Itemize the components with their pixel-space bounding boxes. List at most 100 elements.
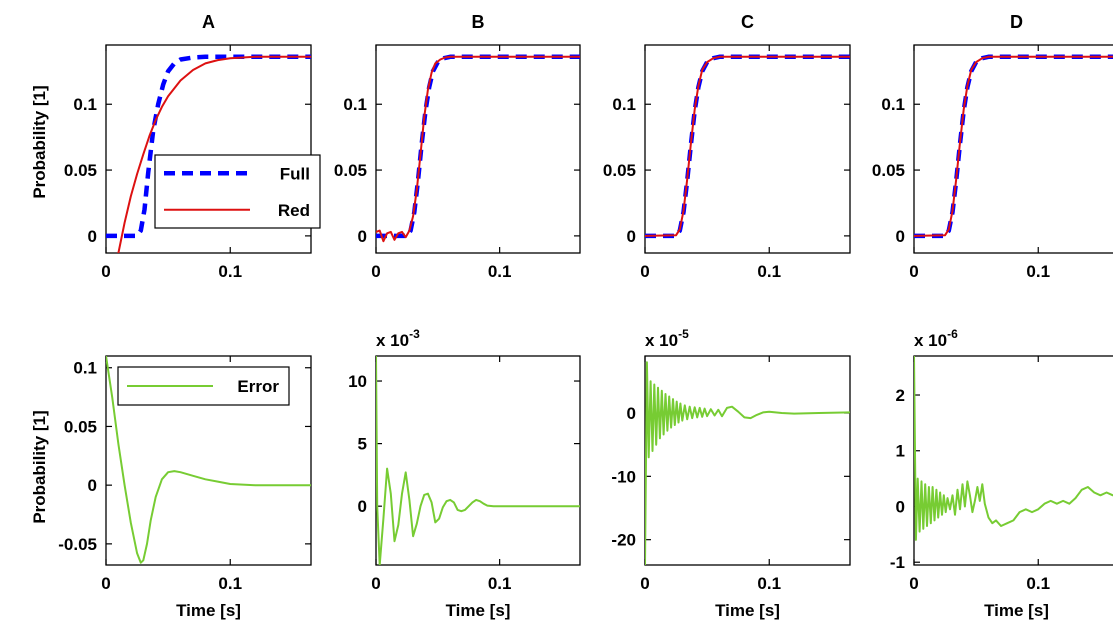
series-line-full — [914, 54, 1113, 239]
legend: Full Red — [154, 154, 321, 229]
top-ylabel: Probability [1] — [30, 85, 49, 198]
axis-multiplier: x 10-6 — [914, 327, 958, 350]
series-line-red — [117, 55, 311, 253]
y-tick-label: 0.05 — [64, 161, 97, 180]
y-tick-label: 0 — [358, 497, 367, 516]
x-tick-label: 0 — [101, 262, 110, 281]
x-axis-label: Time [s] — [715, 601, 780, 620]
y-tick-label: -1 — [890, 553, 905, 572]
x-tick-label: 0.1 — [757, 262, 781, 281]
axis-multiplier-exponent: -5 — [678, 327, 689, 341]
axes-box — [105, 44, 312, 254]
x-tick-label: 0 — [101, 574, 110, 593]
panel-A-bottom: 0 0.1 -0.05 0 0.05 0.1 Time [s] Error — [58, 355, 312, 620]
legend-label-full: Full — [280, 164, 310, 183]
y-tick-label: 0 — [88, 227, 97, 246]
plot-area — [106, 54, 311, 253]
panel-A-top: 0 0.1 0 0.05 0.1 A Full Red — [64, 12, 321, 281]
axes-box — [375, 44, 581, 254]
plot-area — [376, 356, 580, 565]
y-tick-label: 1 — [896, 442, 905, 461]
axes-box — [375, 355, 581, 566]
panel-B-top: 0 0.1 0 0.05 0.1 B — [334, 12, 581, 281]
plot-area — [914, 54, 1113, 239]
axis-multiplier: x 10-5 — [645, 327, 689, 350]
axis-multiplier-exponent: -6 — [947, 327, 958, 341]
x-tick-label: 0.1 — [1026, 262, 1050, 281]
axes-box — [644, 44, 851, 254]
series-line-full — [106, 54, 311, 239]
y-tick-label: 0.1 — [612, 95, 636, 114]
series-line-error — [106, 356, 311, 564]
axis-multiplier-base: x 10 — [645, 331, 678, 350]
series-line-full — [645, 54, 850, 239]
axes-box — [913, 44, 1113, 254]
y-tick-label: 0.05 — [872, 161, 905, 180]
legend-box — [154, 154, 321, 229]
y-tick-label: 0.05 — [603, 161, 636, 180]
x-tick-label: 0 — [371, 262, 380, 281]
x-tick-label: 0.1 — [757, 574, 781, 593]
y-tick-label: 0 — [896, 227, 905, 246]
y-tick-label: 0.1 — [343, 95, 367, 114]
y-tick-label: 0.1 — [73, 359, 97, 378]
y-tick-label: 0.1 — [73, 95, 97, 114]
panel-B-bottom: 0 0.1 0 5 10 x 10-3 Time [s] — [348, 327, 581, 620]
x-axis-label: Time [s] — [446, 601, 511, 620]
panel-C-top: 0 0.1 0 0.05 0.1 C — [603, 12, 851, 281]
y-tick-label: 2 — [896, 386, 905, 405]
x-tick-label: 0 — [909, 262, 918, 281]
series-line-red — [645, 55, 850, 237]
series-line-error — [376, 356, 580, 565]
x-tick-label: 0.1 — [1026, 574, 1050, 593]
axis-multiplier-base: x 10 — [914, 331, 947, 350]
y-tick-label: 0 — [627, 227, 636, 246]
series-line-error — [645, 361, 850, 565]
legend-label-red: Red — [278, 201, 310, 220]
legend-label-error: Error — [237, 377, 279, 396]
y-tick-label: 0.1 — [881, 95, 905, 114]
panel-title: B — [472, 12, 485, 32]
axes-box — [644, 355, 851, 566]
y-tick-label: 0 — [627, 404, 636, 423]
x-axis-label: Time [s] — [176, 601, 241, 620]
x-tick-label: 0.1 — [488, 262, 512, 281]
y-tick-label: 0 — [358, 227, 367, 246]
y-tick-label: 10 — [348, 372, 367, 391]
plot-area — [376, 54, 580, 243]
axis-multiplier: x 10-3 — [376, 327, 420, 350]
axes-box — [105, 355, 312, 566]
x-tick-label: 0.1 — [218, 574, 242, 593]
x-tick-label: 0.1 — [488, 574, 512, 593]
panel-title: C — [741, 12, 754, 32]
y-tick-label: -10 — [611, 467, 636, 486]
axes-box — [913, 355, 1113, 566]
panel-C-bottom: 0 0.1 -20 -10 0 x 10-5 Time [s] — [611, 327, 851, 620]
panel-title: D — [1010, 12, 1023, 32]
series-line-error — [914, 356, 1113, 541]
y-tick-label: 0 — [896, 497, 905, 516]
plot-area — [645, 361, 850, 565]
plot-area — [645, 54, 850, 239]
y-tick-label: -20 — [611, 531, 636, 550]
plot-area — [106, 356, 311, 564]
series-line-full — [376, 54, 580, 239]
y-tick-label: -0.05 — [58, 535, 97, 554]
series-line-red — [914, 55, 1113, 237]
panels: 0 0.1 0 0.05 0.1 A Full Red 0 0.1 0 0.05 0.1 B 0 0.1 0 0.… — [58, 12, 1113, 620]
y-tick-label: 0 — [88, 476, 97, 495]
x-tick-label: 0 — [640, 574, 649, 593]
y-tick-label: 0.05 — [64, 417, 97, 436]
panel-title: A — [202, 12, 215, 32]
panel-D-top: 0 0.1 0 0.05 0.1 D — [872, 12, 1113, 281]
x-tick-label: 0 — [640, 262, 649, 281]
series-line-red — [376, 55, 580, 243]
bottom-ylabel: Probability [1] — [30, 410, 49, 523]
x-axis-label: Time [s] — [984, 601, 1049, 620]
x-tick-label: 0 — [371, 574, 380, 593]
legend: Error — [117, 366, 290, 406]
x-tick-label: 0.1 — [218, 262, 242, 281]
x-tick-label: 0 — [909, 574, 918, 593]
